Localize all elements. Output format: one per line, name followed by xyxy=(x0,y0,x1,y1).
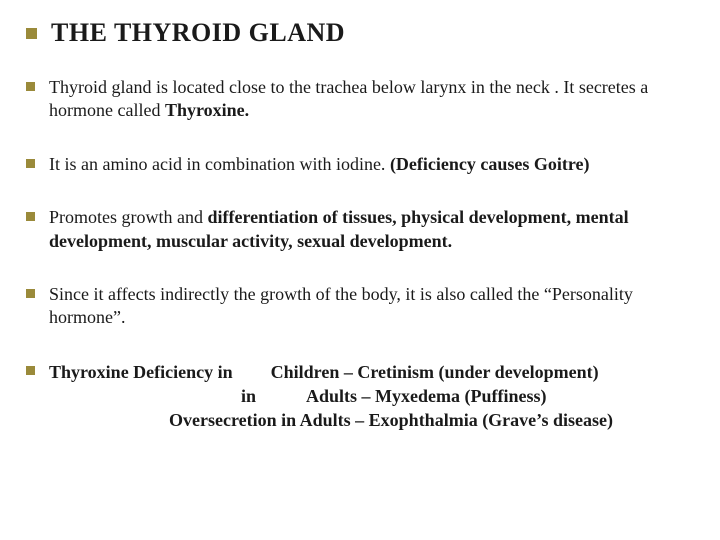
bullet-icon xyxy=(26,212,35,221)
text-pre: Promotes growth and xyxy=(49,207,207,227)
item-text: Thyroid gland is located close to the tr… xyxy=(49,76,688,123)
list-item: It is an amino acid in combination with … xyxy=(26,153,688,176)
def-3a: Oversecretion in Adults – Exophthalmia (… xyxy=(169,410,613,430)
def-2a: in xyxy=(241,386,256,406)
list-item: Thyroid gland is located close to the tr… xyxy=(26,76,688,123)
title-row: THE THYROID GLAND xyxy=(26,18,688,48)
def-1a: Thyroxine Deficiency in xyxy=(49,362,233,382)
def-line-2: in Adults – Myxedema (Puffiness) xyxy=(49,384,613,408)
text-bold: (Deficiency causes Goitre) xyxy=(390,154,590,174)
deficiency-block: Thyroxine Deficiency in Children – Cretin… xyxy=(49,360,613,433)
bullet-icon xyxy=(26,28,37,39)
text-pre: Thyroid gland is located close to the tr… xyxy=(49,77,648,120)
bullet-icon xyxy=(26,159,35,168)
text-pre: Since it affects indirectly the growth o… xyxy=(49,284,633,327)
def-line-1: Thyroxine Deficiency in Children – Cretin… xyxy=(49,360,613,384)
list-item: Promotes growth and differentiation of t… xyxy=(26,206,688,253)
item-text: Promotes growth and differentiation of t… xyxy=(49,206,688,253)
text-pre: It is an amino acid in combination with … xyxy=(49,154,390,174)
bullet-icon xyxy=(26,82,35,91)
page-title: THE THYROID GLAND xyxy=(51,18,345,48)
bullet-icon xyxy=(26,289,35,298)
item-text: It is an amino acid in combination with … xyxy=(49,153,590,176)
item-text: Since it affects indirectly the growth o… xyxy=(49,283,688,330)
def-1b: Children – Cretinism (under development) xyxy=(271,362,599,382)
text-bold: Thyroxine. xyxy=(165,100,249,120)
list-item: Since it affects indirectly the growth o… xyxy=(26,283,688,330)
def-2b: Adults – Myxedema (Puffiness) xyxy=(306,386,547,406)
def-line-3: Oversecretion in Adults – Exophthalmia (… xyxy=(49,408,613,432)
bullet-icon xyxy=(26,366,35,375)
list-item: Thyroxine Deficiency in Children – Cretin… xyxy=(26,360,688,433)
